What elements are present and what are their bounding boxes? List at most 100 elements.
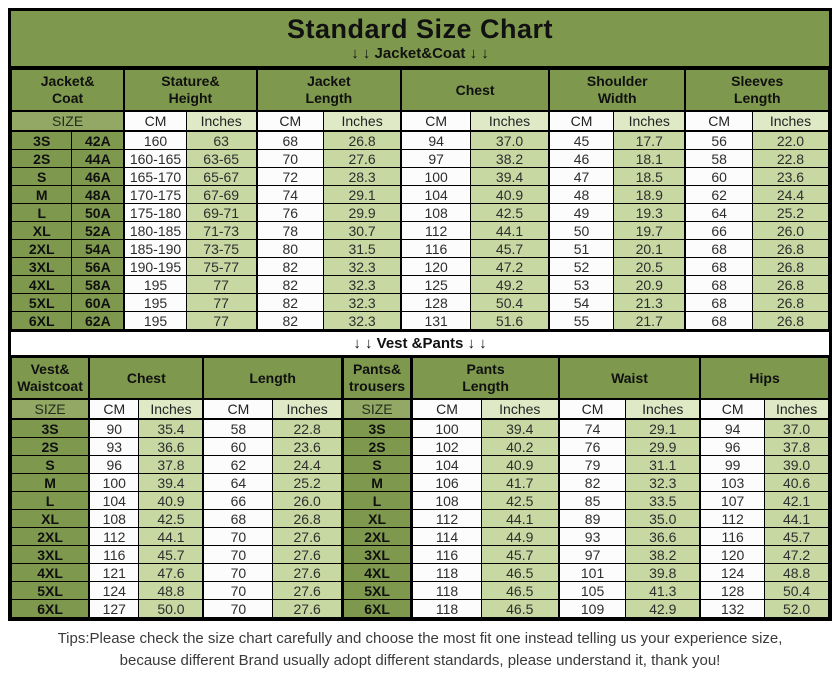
col-group-pants-length: Pants Length bbox=[410, 357, 560, 401]
value-cell: 76 bbox=[255, 203, 325, 223]
size-cell: M bbox=[11, 473, 90, 493]
value-cell: 55 bbox=[548, 311, 615, 331]
value-cell: 49.2 bbox=[470, 275, 550, 295]
value-cell: 82 bbox=[255, 311, 325, 331]
value-cell: 75-77 bbox=[185, 257, 258, 277]
value-cell: 101 bbox=[557, 563, 627, 583]
value-cell: 120 bbox=[400, 257, 472, 277]
value-cell: 107 bbox=[699, 491, 766, 511]
value-cell: 51.6 bbox=[470, 311, 550, 331]
value-cell: 125 bbox=[400, 275, 472, 295]
size-cell: 3S bbox=[11, 418, 90, 439]
value-cell: 77 bbox=[185, 311, 258, 331]
cm-header: CM bbox=[410, 398, 482, 421]
vest-unit-header-row: SIZE CM Inches CM Inches SIZE CM Inches … bbox=[11, 398, 829, 421]
size-cell: 5XL bbox=[340, 581, 413, 601]
value-cell: 20.1 bbox=[613, 239, 686, 259]
table-row: 4XL 121 47.6 70 27.6 4XL 118 46.5 101 39.8 124 48.8 bbox=[11, 563, 829, 583]
value-cell: 105 bbox=[557, 581, 627, 601]
col-group-chest: Chest bbox=[400, 69, 550, 113]
value-cell: 32.3 bbox=[323, 311, 402, 331]
size-cell: 2S bbox=[10, 149, 73, 169]
value-cell: 90 bbox=[88, 418, 140, 439]
value-cell: 52.0 bbox=[764, 599, 829, 619]
value-cell: 40.9 bbox=[470, 185, 550, 205]
value-cell: 76 bbox=[557, 437, 627, 457]
value-cell: 47.6 bbox=[138, 563, 204, 583]
size-header: SIZE bbox=[11, 398, 90, 421]
table-row: 5XL 124 48.8 70 27.6 5XL 118 46.5 105 41.3 128 50.4 bbox=[11, 581, 829, 601]
value-cell: 72 bbox=[255, 167, 325, 187]
value-cell: 27.6 bbox=[272, 581, 343, 601]
size-cell: XL bbox=[11, 509, 90, 529]
value-cell: 195 bbox=[123, 275, 187, 295]
value-cell: 18.9 bbox=[613, 185, 686, 205]
inches-header: Inches bbox=[764, 398, 829, 421]
value-cell: 100 bbox=[400, 167, 472, 187]
table-row: XL 52A 180-185 71-73 78 30.7 112 44.1 50 19.7 66 26… bbox=[10, 221, 830, 241]
value-cell: 71-73 bbox=[185, 221, 258, 241]
value-cell: 82 bbox=[557, 473, 627, 493]
value-cell: 44.1 bbox=[138, 527, 204, 547]
value-cell: 48.8 bbox=[138, 581, 204, 601]
value-cell: 41.3 bbox=[625, 581, 701, 601]
value-cell: 38.2 bbox=[625, 545, 701, 565]
value-cell: 32.3 bbox=[323, 257, 402, 277]
col-group-vest-chest: Chest bbox=[88, 357, 204, 401]
value-cell: 29.9 bbox=[625, 437, 701, 457]
value-cell: 42.9 bbox=[625, 599, 701, 619]
vest-pants-table: Vest& Waistcoat Chest Length Pants& trou… bbox=[11, 357, 830, 619]
table-row: 2S 44A 160-165 63-65 70 27.6 97 38.2 46 18.1 58 22.… bbox=[10, 149, 830, 169]
value-cell: 79 bbox=[557, 455, 627, 475]
value-cell: 22.0 bbox=[751, 130, 830, 151]
value-cell: 68 bbox=[684, 239, 753, 259]
value-cell: 132 bbox=[699, 599, 766, 619]
size-cell: 46A bbox=[71, 167, 125, 187]
value-cell: 112 bbox=[400, 221, 472, 241]
inches-header: Inches bbox=[613, 110, 686, 133]
value-cell: 109 bbox=[557, 599, 627, 619]
tips-text: Tips:Please check the size chart careful… bbox=[8, 621, 832, 672]
value-cell: 96 bbox=[88, 455, 140, 475]
col-group-sleeves-length: Sleeves Length bbox=[684, 69, 830, 113]
inches-header: Inches bbox=[138, 398, 204, 421]
size-cell: XL bbox=[340, 509, 413, 529]
value-cell: 175-180 bbox=[123, 203, 187, 223]
col-group-pants-trousers: Pants& trousers bbox=[340, 357, 413, 401]
value-cell: 53 bbox=[548, 275, 615, 295]
inches-header: Inches bbox=[185, 110, 258, 133]
value-cell: 36.6 bbox=[625, 527, 701, 547]
value-cell: 97 bbox=[557, 545, 627, 565]
size-cell: 3S bbox=[340, 418, 413, 439]
value-cell: 23.6 bbox=[272, 437, 343, 457]
value-cell: 114 bbox=[410, 527, 482, 547]
value-cell: 124 bbox=[699, 563, 766, 583]
value-cell: 68 bbox=[684, 275, 753, 295]
table-row: M 100 39.4 64 25.2 M 106 41.7 82 32.3 103 40.6 bbox=[11, 473, 829, 493]
value-cell: 39.4 bbox=[138, 473, 204, 493]
value-cell: 63-65 bbox=[185, 149, 258, 169]
value-cell: 50.4 bbox=[470, 293, 550, 313]
value-cell: 49 bbox=[548, 203, 615, 223]
inches-header: Inches bbox=[751, 110, 830, 133]
value-cell: 27.6 bbox=[272, 599, 343, 619]
value-cell: 26.0 bbox=[751, 221, 830, 241]
value-cell: 96 bbox=[699, 437, 766, 457]
size-cell: 2S bbox=[11, 437, 90, 457]
table-row: 3XL 56A 190-195 75-77 82 32.3 120 47.2 52 20.5 68 2… bbox=[10, 257, 830, 277]
col-group-waist: Waist bbox=[557, 357, 701, 401]
value-cell: 39.8 bbox=[625, 563, 701, 583]
value-cell: 89 bbox=[557, 509, 627, 529]
size-cell: S bbox=[340, 455, 413, 475]
size-header: SIZE bbox=[340, 398, 413, 421]
value-cell: 66 bbox=[202, 491, 274, 511]
value-cell: 99 bbox=[699, 455, 766, 475]
value-cell: 25.2 bbox=[272, 473, 343, 493]
value-cell: 131 bbox=[400, 311, 472, 331]
value-cell: 47.2 bbox=[764, 545, 829, 565]
value-cell: 63 bbox=[185, 130, 258, 151]
table-row: XL 108 42.5 68 26.8 XL 112 44.1 89 35.0 112 44.1 bbox=[11, 509, 829, 529]
value-cell: 26.8 bbox=[751, 293, 830, 313]
value-cell: 45 bbox=[548, 130, 615, 151]
value-cell: 46.5 bbox=[480, 563, 560, 583]
